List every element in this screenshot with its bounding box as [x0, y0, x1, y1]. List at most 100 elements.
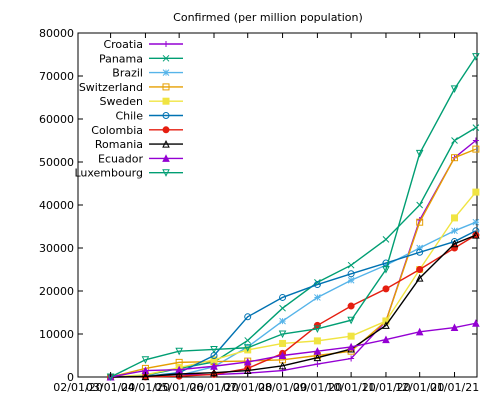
data-point: [347, 276, 355, 284]
data-point: [472, 230, 480, 239]
axes-layer: 0 10000 20000 30000 40000 50000 60000 70000 8000…: [39, 27, 479, 394]
data-point: [313, 353, 322, 362]
data-point: [472, 218, 480, 226]
series-line: [110, 56, 477, 378]
data-point: [450, 85, 459, 94]
legend-label: Panama: [99, 52, 143, 65]
data-point: [347, 316, 355, 325]
legend-label: Ecuador: [98, 152, 143, 165]
data-point: [416, 201, 424, 209]
legend-label: Switzerland: [79, 81, 143, 94]
y-tick-label: 20000: [39, 285, 74, 298]
data-point: [244, 337, 252, 344]
x-tick-label: 02/01/20: [53, 381, 102, 394]
data-point: [278, 351, 287, 359]
data-point: [314, 294, 321, 301]
data-point: [163, 41, 169, 47]
data-point: [472, 319, 480, 327]
x-tick-label: 08/01/20: [258, 381, 307, 394]
data-point: [416, 244, 424, 252]
x-tick-label: 11/01/20: [361, 381, 410, 394]
data-point: [416, 218, 424, 226]
series-line: [110, 322, 477, 378]
data-point: [243, 357, 252, 366]
y-tick-label: 70000: [39, 70, 74, 83]
data-point: [314, 361, 321, 368]
data-point: [279, 317, 286, 325]
series-sweden: [107, 188, 480, 381]
data-point: [382, 266, 390, 274]
data-point: [210, 362, 218, 370]
data-point: [451, 227, 458, 235]
series-line: [110, 139, 477, 378]
data-point: [141, 372, 150, 381]
x-tick-label: 01/01/21: [430, 381, 479, 394]
legend-label: Sweden: [100, 95, 143, 108]
data-point: [415, 273, 424, 282]
data-point: [450, 323, 459, 332]
data-point: [162, 83, 170, 91]
legend-label: Brazil: [112, 67, 143, 80]
data-point: [382, 236, 390, 243]
data-point: [472, 188, 480, 196]
legend-label: Luxembourg: [74, 167, 143, 180]
legend-label: Colombia: [91, 124, 143, 137]
series-chile: [107, 227, 480, 381]
data-point: [279, 339, 287, 347]
legend-label: Croatia: [103, 38, 143, 51]
y-tick-label: 60000: [39, 113, 74, 126]
series-line: [110, 234, 477, 378]
data-point: [313, 337, 321, 345]
data-point: [278, 330, 287, 339]
data-point: [175, 347, 183, 356]
data-point: [162, 112, 170, 119]
x-tick-label: 10/01/20: [326, 381, 375, 394]
data-point: [243, 344, 252, 352]
data-point: [162, 154, 170, 162]
series-line: [110, 148, 477, 378]
data-point: [162, 69, 170, 76]
data-point: [162, 139, 170, 148]
data-point: [347, 261, 355, 269]
data-point: [472, 53, 480, 61]
legend-label: Chile: [115, 110, 143, 123]
y-tick-label: 50000: [39, 156, 74, 169]
data-point: [141, 356, 150, 364]
data-point: [347, 342, 355, 351]
series-line: [110, 234, 477, 378]
y-tick-label: 30000: [39, 242, 74, 255]
x-tick-label: 05/01/20: [154, 381, 203, 394]
series-panama: [107, 124, 480, 381]
data-point: [382, 261, 390, 269]
chart-title: Confirmed (per million population): [173, 11, 363, 24]
data-point: [415, 149, 424, 158]
y-tick-label: 80000: [39, 27, 74, 40]
data-point: [313, 281, 321, 289]
x-tick-label: 07/01/20: [223, 381, 272, 394]
data-point: [382, 285, 390, 293]
data-point: [279, 304, 286, 312]
data-point: [472, 137, 479, 144]
data-point: [416, 248, 424, 256]
series-line: [110, 221, 477, 378]
data-point: [347, 302, 355, 310]
series-line: [110, 191, 477, 378]
data-point: [313, 347, 322, 355]
data-point: [278, 361, 287, 370]
y-tick-label: 0: [67, 371, 74, 384]
data-point: [244, 313, 252, 321]
data-point: [451, 137, 458, 144]
data-point: [382, 335, 390, 344]
legend-label: Romania: [95, 138, 143, 151]
x-tick-label: 03/01/20: [86, 381, 135, 394]
data-point: [162, 126, 170, 134]
data-point: [279, 293, 287, 301]
series-line: [110, 230, 477, 378]
y-tick-label: 10000: [39, 328, 74, 341]
data-point: [162, 97, 170, 105]
x-tick-label: 09/01/20: [293, 381, 342, 394]
data-point: [416, 266, 424, 273]
data-point: [472, 145, 480, 153]
